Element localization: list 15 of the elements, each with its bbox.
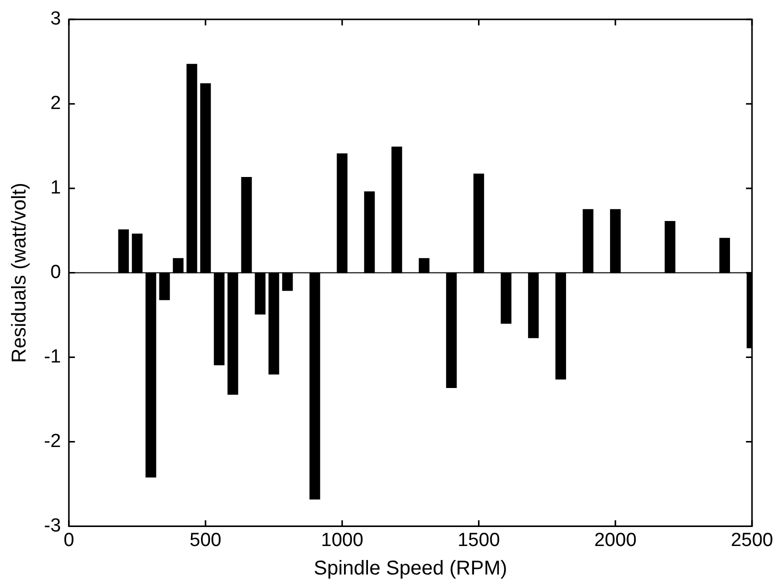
y-tick-label: -2 bbox=[44, 430, 61, 452]
x-tick-label: 2000 bbox=[594, 530, 637, 551]
x-tick-label: 2500 bbox=[730, 530, 774, 551]
x-axis-title: Spindle Speed (RPM) bbox=[314, 558, 508, 580]
y-tick-label: 2 bbox=[50, 93, 61, 114]
y-tick-label: 1 bbox=[50, 178, 61, 199]
x-tick-label: 0 bbox=[64, 530, 74, 551]
y-tick-label: -3 bbox=[44, 515, 61, 536]
y-axis-title: Residuals (watt/volt) bbox=[8, 182, 31, 363]
x-tick-label: 1500 bbox=[458, 530, 500, 551]
x-tick-label: 1000 bbox=[320, 530, 364, 551]
x-tick-label: 500 bbox=[190, 530, 222, 551]
y-tick-label: -1 bbox=[44, 346, 61, 368]
y-tick-label: 0 bbox=[50, 262, 61, 284]
y-tick-label: 3 bbox=[50, 8, 61, 30]
